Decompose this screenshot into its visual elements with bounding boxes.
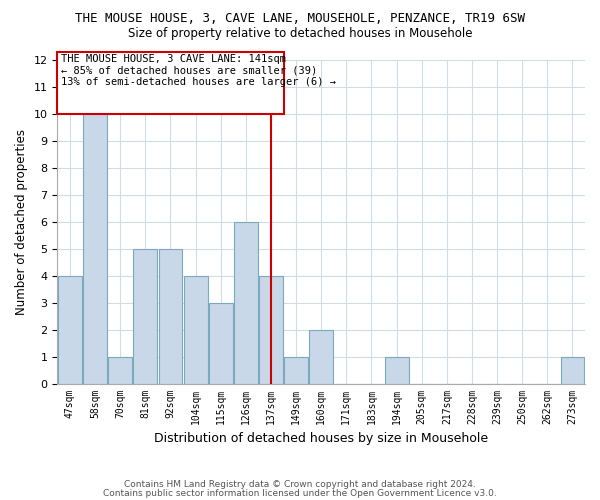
Y-axis label: Number of detached properties: Number of detached properties	[15, 128, 28, 314]
Bar	[259, 276, 283, 384]
Bar	[158, 248, 182, 384]
Text: Contains HM Land Registry data © Crown copyright and database right 2024.: Contains HM Land Registry data © Crown c…	[124, 480, 476, 489]
Bar	[385, 356, 409, 384]
Bar	[209, 302, 233, 384]
Text: Contains public sector information licensed under the Open Government Licence v3: Contains public sector information licen…	[103, 488, 497, 498]
Bar	[58, 52, 284, 114]
X-axis label: Distribution of detached houses by size in Mousehole: Distribution of detached houses by size …	[154, 432, 488, 445]
Bar	[234, 222, 258, 384]
Bar	[58, 276, 82, 384]
Bar	[309, 330, 333, 384]
Bar	[108, 356, 132, 384]
Bar	[83, 114, 107, 384]
Bar	[560, 356, 584, 384]
Text: THE MOUSE HOUSE, 3, CAVE LANE, MOUSEHOLE, PENZANCE, TR19 6SW: THE MOUSE HOUSE, 3, CAVE LANE, MOUSEHOLE…	[75, 12, 525, 26]
Bar	[133, 248, 157, 384]
Text: Size of property relative to detached houses in Mousehole: Size of property relative to detached ho…	[128, 28, 472, 40]
Text: THE MOUSE HOUSE, 3 CAVE LANE: 141sqm
← 85% of detached houses are smaller (39)
1: THE MOUSE HOUSE, 3 CAVE LANE: 141sqm ← 8…	[61, 54, 336, 88]
Bar	[184, 276, 208, 384]
Bar	[284, 356, 308, 384]
